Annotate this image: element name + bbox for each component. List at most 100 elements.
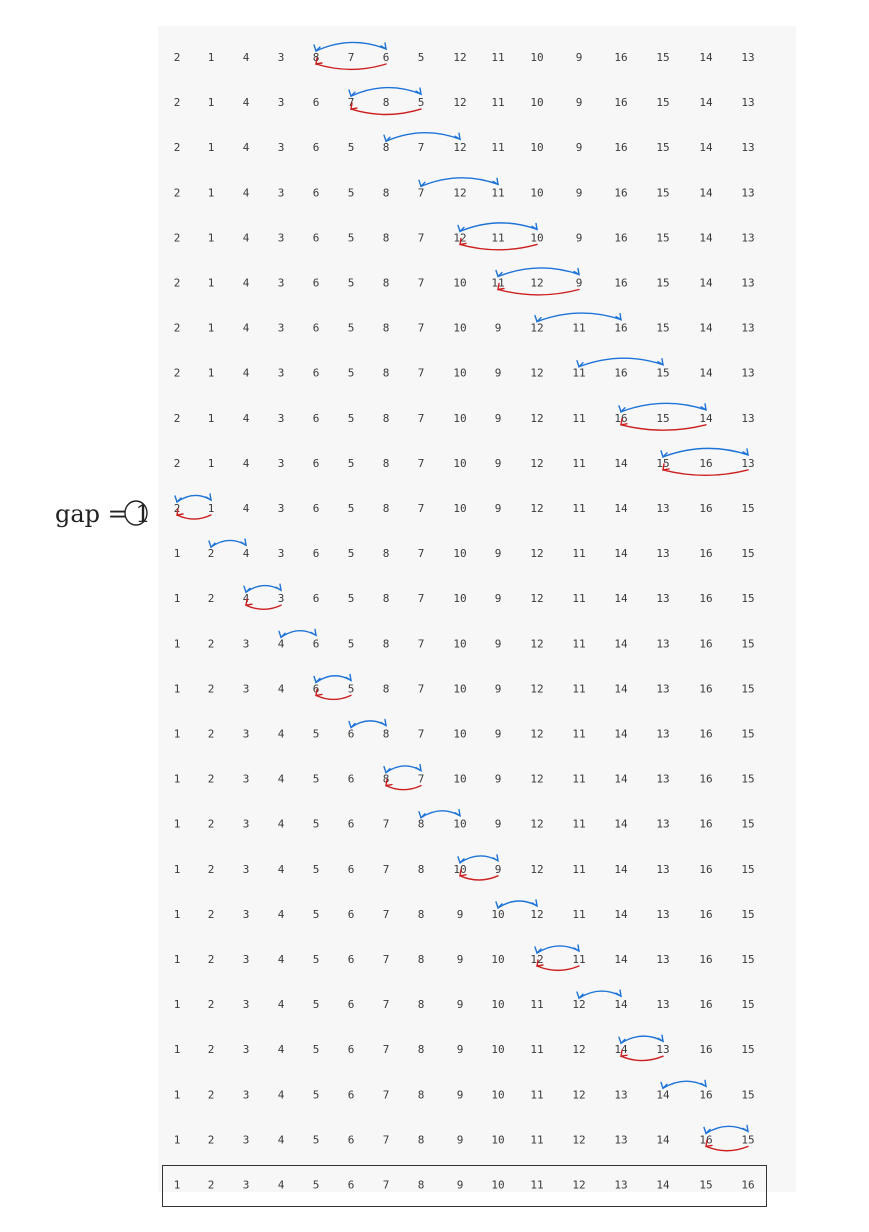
array-cell: 12 [530,322,543,335]
array-cell: 8 [383,547,390,560]
array-cell: 11 [491,96,504,109]
array-cell: 6 [348,1043,355,1056]
array-cell: 1 [174,637,181,650]
array-cell: 12 [530,547,543,560]
array-cell: 16 [699,998,712,1011]
array-cell: 15 [741,592,754,605]
array-cell: 14 [699,322,713,335]
compare-arrow-head [415,763,422,772]
array-cell: 3 [278,141,285,154]
gap-circle [124,500,148,526]
array-cell: 8 [383,367,390,380]
swap-arrow [385,784,422,791]
array-cell: 7 [383,1179,390,1192]
array-cell: 16 [614,231,627,244]
compare-arrow-head [380,42,387,51]
array-cell: 12 [530,818,543,831]
array-cell: 9 [495,367,502,380]
array-cell: 16 [699,773,712,786]
array-cell: 10 [453,457,466,470]
array-cell: 16 [699,908,712,921]
swap-arrow [176,514,212,520]
array-cell: 1 [174,953,181,966]
array-cell: 7 [383,818,390,831]
compare-arrow-head [531,899,538,908]
array-cell: 15 [656,367,669,380]
array-cell: 12 [530,277,543,290]
array-cell: 9 [457,1088,464,1101]
array-cell: 13 [656,908,669,921]
array-cell: 14 [614,818,628,831]
array-cell: 7 [418,367,425,380]
array-cell: 2 [174,96,181,109]
array-cell: 3 [243,1043,250,1056]
array-cell: 2 [208,773,215,786]
array-cell: 7 [418,592,425,605]
gap-note: gap = 1 [55,500,151,528]
array-cell: 6 [348,998,355,1011]
array-cell: 5 [348,502,355,515]
array-cell: 16 [614,412,627,425]
array-cell: 3 [243,908,250,921]
array-cell: 16 [699,863,712,876]
array-cell: 4 [278,1088,285,1101]
array-cell: 8 [418,908,425,921]
array-cell: 13 [741,141,754,154]
array-cell: 5 [313,863,320,876]
array-cell: 11 [572,908,585,921]
array-cell: 6 [348,773,355,786]
array-cell: 1 [174,1133,181,1146]
compare-arrow-tail [348,89,356,98]
array-cell: 13 [656,773,669,786]
array-cell: 16 [614,367,627,380]
array-cell: 7 [348,96,355,109]
compare-arrow [497,900,538,909]
array-cell: 12 [530,908,543,921]
array-cell: 13 [656,953,669,966]
array-cell: 14 [614,728,628,741]
compare-arrow [536,312,622,323]
array-cell: 1 [208,367,215,380]
compare-arrow [578,357,664,368]
array-cell: 1 [174,1088,181,1101]
array-cell: 12 [530,728,543,741]
array-cell: 10 [491,908,504,921]
array-cell: 3 [243,773,250,786]
array-cell: 13 [656,592,669,605]
array-cell: 11 [491,277,504,290]
array-cell: 13 [614,1088,627,1101]
array-cell: 14 [614,998,628,1011]
array-cell: 16 [741,1179,754,1192]
array-cell: 11 [530,998,543,1011]
compare-arrow-tail [418,811,426,819]
array-cell: 3 [278,457,285,470]
array-cell: 12 [572,1088,585,1101]
array-cell: 16 [614,322,627,335]
array-cell: 16 [699,547,712,560]
array-cell: 9 [457,1133,464,1146]
array-cell: 6 [348,908,355,921]
array-cell: 13 [656,637,669,650]
compare-arrow-tail [703,1126,711,1135]
array-cell: 2 [208,818,215,831]
array-cell: 2 [208,728,215,741]
array-cell: 4 [278,1179,285,1192]
array-cell: 4 [278,998,285,1011]
compare-arrow-tail [383,134,391,143]
array-cell: 16 [699,502,712,515]
array-cell: 10 [453,728,466,741]
compare-arrow [662,1080,707,1089]
array-cell: 13 [656,502,669,515]
compare-arrow-head [573,267,580,276]
array-cell: 10 [530,141,543,154]
array-cell: 8 [418,1043,425,1056]
array-cell: 11 [530,1088,543,1101]
array-cell: 7 [383,1043,390,1056]
array-cell: 9 [495,818,502,831]
array-cell: 9 [495,592,502,605]
array-cell: 5 [348,592,355,605]
array-cell: 2 [208,592,215,605]
array-cell: 7 [383,953,390,966]
array-cell: 14 [614,1043,628,1056]
array-cell: 2 [174,51,181,64]
